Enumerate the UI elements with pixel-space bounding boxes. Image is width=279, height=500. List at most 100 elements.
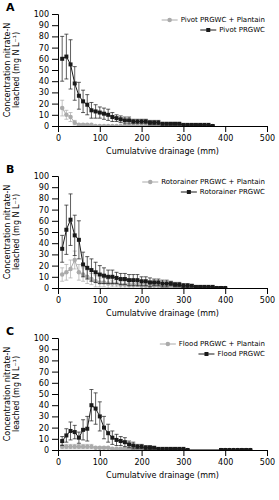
error-bar	[77, 264, 81, 280]
marker	[98, 273, 102, 277]
y-tick-label: 20	[39, 424, 49, 433]
error-bar	[115, 272, 119, 283]
error-bar	[140, 277, 144, 286]
marker	[69, 62, 73, 66]
y-tick-mark	[52, 439, 58, 440]
y-tick: 80	[39, 356, 58, 365]
marker	[206, 124, 211, 126]
marker	[64, 55, 68, 59]
y-tick-label: 90	[39, 183, 49, 192]
error-bar	[64, 34, 68, 79]
x-tick-label: 400	[218, 458, 233, 467]
x-tick-mark	[267, 288, 268, 294]
marker	[89, 268, 93, 272]
y-tick: 40	[39, 239, 58, 248]
error-bar	[60, 437, 64, 446]
marker	[190, 284, 194, 288]
error-bar	[148, 120, 152, 124]
marker	[181, 124, 186, 126]
y-tick: 10	[39, 435, 58, 444]
error-bar	[69, 260, 73, 278]
x-tick-label: 200	[134, 134, 149, 143]
x-tick: 200	[134, 450, 149, 467]
error-bar	[73, 120, 77, 124]
marker	[135, 120, 139, 124]
y-tick-label: 40	[39, 77, 49, 86]
marker	[140, 445, 144, 449]
marker	[85, 444, 90, 449]
marker	[181, 448, 186, 450]
y-tick-label: 10	[39, 273, 49, 282]
legend-label: Rotorainer PRGWC	[200, 188, 265, 196]
error-bar	[135, 444, 139, 448]
marker	[169, 448, 174, 450]
y-tick-label: 50	[39, 66, 49, 75]
marker	[98, 111, 102, 115]
marker	[77, 436, 81, 440]
x-tick: 400	[218, 450, 233, 467]
error-bar	[81, 444, 85, 448]
y-axis-title-line: Concentration nitrate-N	[3, 347, 12, 442]
marker	[186, 284, 190, 288]
marker	[81, 262, 85, 266]
y-tick-mark	[52, 232, 58, 233]
error-bar	[144, 119, 148, 123]
marker	[177, 447, 181, 450]
marker	[77, 123, 82, 126]
marker	[240, 448, 244, 450]
marker	[114, 124, 119, 126]
series-line	[62, 108, 212, 126]
marker	[85, 103, 89, 107]
marker	[181, 447, 185, 450]
x-tick-mark	[225, 126, 226, 132]
y-tick: 40	[39, 77, 58, 86]
y-tick-mark	[52, 243, 58, 244]
error-bar	[85, 95, 89, 115]
marker	[110, 124, 115, 126]
marker	[223, 286, 227, 288]
error-bar	[169, 123, 173, 125]
x-tick: 300	[176, 288, 191, 305]
error-bar	[98, 107, 102, 118]
marker	[68, 444, 73, 449]
series-line	[62, 220, 225, 288]
marker	[127, 442, 131, 446]
marker	[202, 124, 207, 126]
marker	[190, 123, 194, 126]
error-bar	[194, 286, 198, 288]
marker	[156, 280, 160, 284]
error-bar	[89, 102, 93, 118]
marker	[186, 448, 190, 450]
legend: Flood PRGWC + PlantainFlood PRGWC	[160, 340, 265, 358]
x-tick-mark	[225, 450, 226, 456]
y-tick-mark	[52, 59, 58, 60]
error-bar	[94, 393, 98, 424]
marker	[202, 286, 207, 288]
marker	[215, 286, 219, 288]
error-bar	[110, 270, 114, 283]
x-tick-label: 300	[176, 458, 191, 467]
error-bar	[73, 425, 77, 438]
marker	[248, 448, 252, 450]
legend-marker	[204, 352, 208, 356]
marker	[202, 123, 206, 126]
legend-label: Flood PRGWC	[217, 350, 265, 358]
error-bar	[156, 279, 160, 286]
marker	[206, 123, 210, 126]
y-tick-label: 70	[39, 368, 49, 377]
marker	[210, 124, 215, 126]
y-axis-line	[52, 177, 59, 289]
y-tick-mark	[52, 372, 58, 373]
x-tick-label: 0	[56, 134, 61, 143]
legend-item: Rotorainer PRGWC + Plantain	[142, 178, 265, 186]
error-bar	[64, 444, 68, 448]
error-bar	[94, 262, 98, 282]
marker	[215, 286, 220, 288]
marker	[81, 123, 86, 126]
marker	[152, 446, 156, 450]
error-bar	[119, 116, 123, 123]
marker	[173, 447, 177, 450]
marker	[185, 448, 190, 450]
y-tick-mark	[52, 405, 58, 406]
marker	[219, 286, 224, 288]
